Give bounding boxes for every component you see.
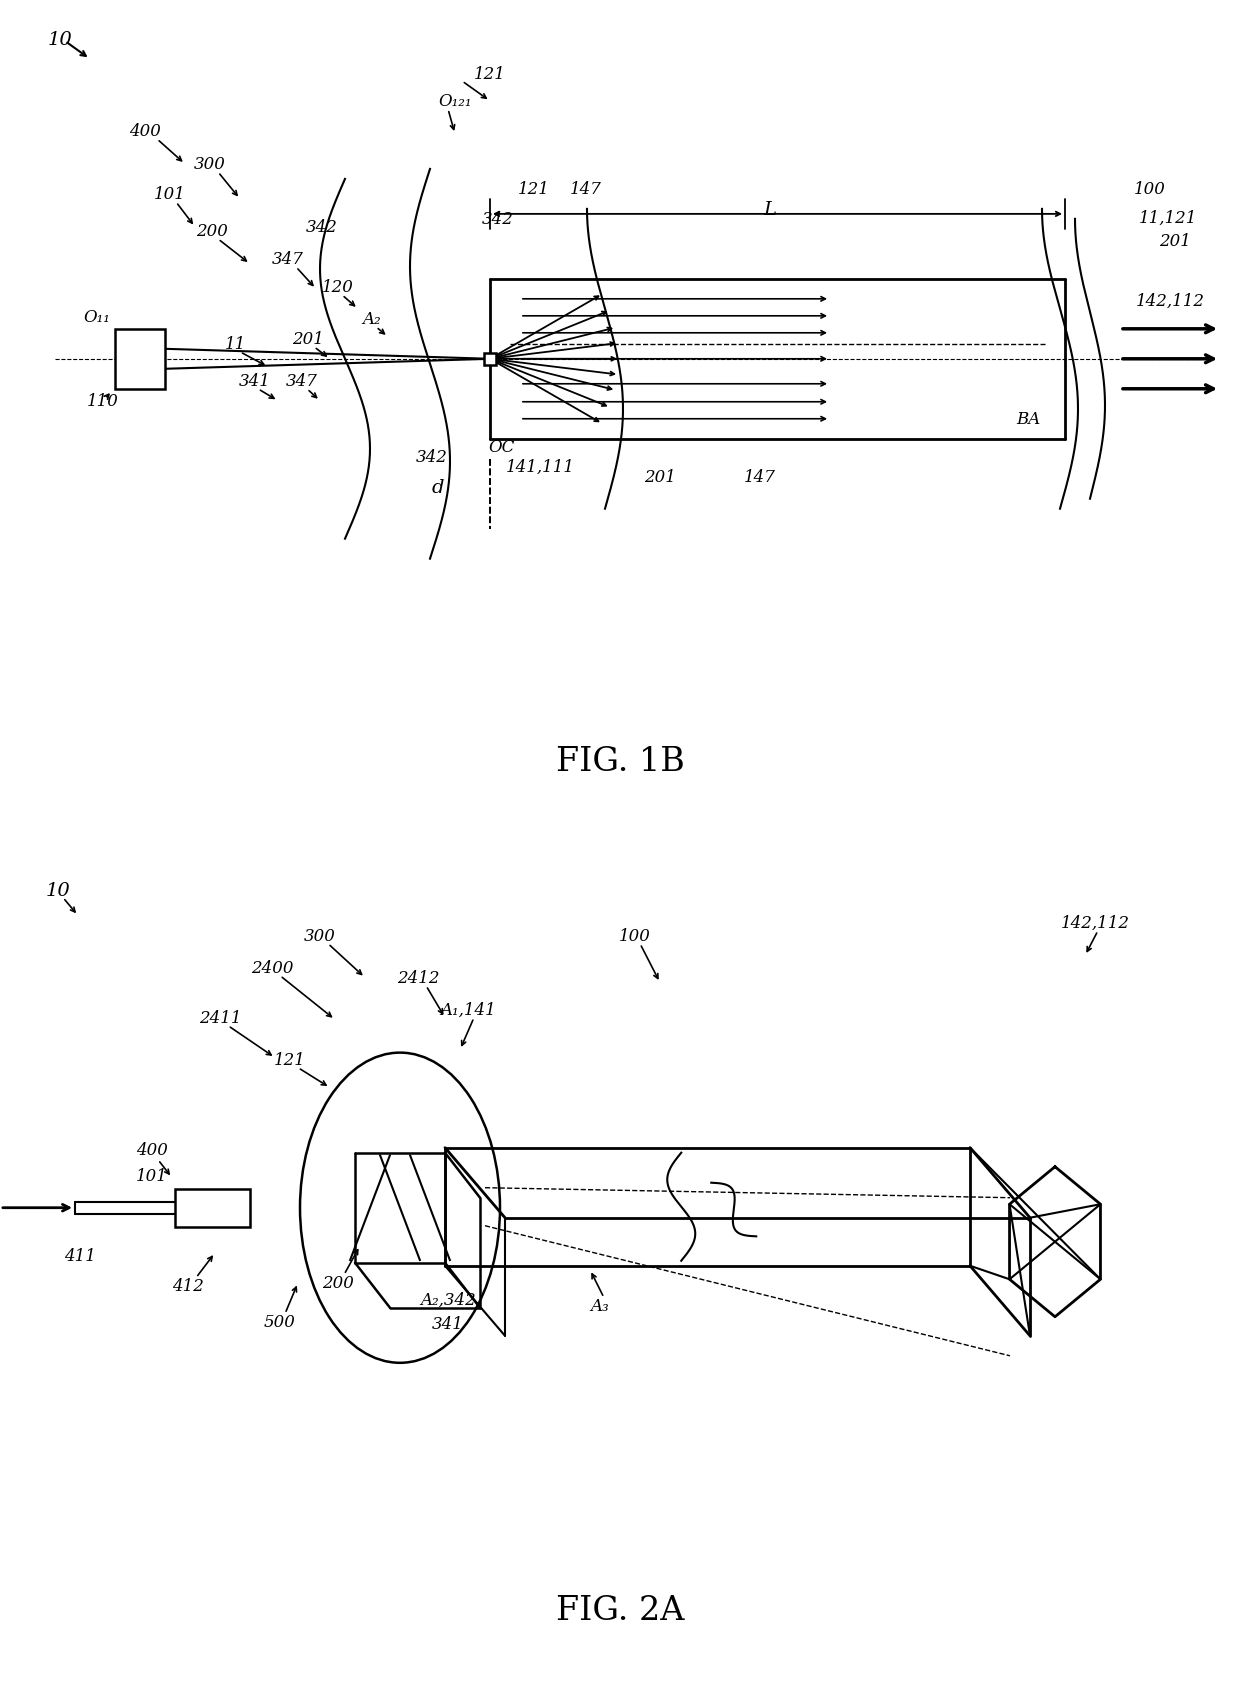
Text: 2412: 2412 [397, 970, 439, 987]
Text: 412: 412 [172, 1277, 203, 1294]
Text: A₂: A₂ [362, 311, 382, 328]
Text: 100: 100 [1135, 182, 1166, 199]
Bar [175, 1189, 250, 1228]
Text: 10: 10 [47, 31, 72, 49]
Ellipse shape [300, 1053, 500, 1363]
Text: 400: 400 [129, 124, 161, 141]
Text: 121: 121 [474, 66, 506, 83]
Text: 10: 10 [46, 881, 71, 898]
Text: 201: 201 [644, 469, 676, 486]
Text: 142,112: 142,112 [1136, 294, 1204, 311]
Text: FIG. 1B: FIG. 1B [556, 745, 684, 778]
Text: 201: 201 [293, 331, 324, 348]
Text: A₃: A₃ [590, 1297, 609, 1314]
Text: FIG. 2A: FIG. 2A [556, 1594, 684, 1627]
Text: O₁₂₁: O₁₂₁ [438, 93, 471, 110]
Text: 342: 342 [417, 448, 448, 465]
Text: 347: 347 [272, 251, 304, 268]
Text: 411: 411 [64, 1248, 95, 1265]
Text: 141,111: 141,111 [506, 458, 574, 475]
Text: 120: 120 [322, 278, 353, 295]
Text: 347: 347 [286, 374, 317, 391]
Text: d: d [432, 479, 444, 496]
Text: 147: 147 [570, 182, 601, 199]
Text: 147: 147 [744, 469, 776, 486]
Text: 142,112: 142,112 [1060, 915, 1130, 932]
Text: 342: 342 [482, 211, 513, 228]
Text: 341: 341 [432, 1316, 464, 1333]
Bar [484, 353, 496, 365]
Text: 200: 200 [322, 1275, 353, 1292]
Text: OC: OC [489, 440, 515, 457]
Text: 400: 400 [136, 1141, 167, 1158]
Text: A₁,141: A₁,141 [440, 1002, 496, 1019]
Text: 300: 300 [304, 927, 336, 944]
Text: 11,121: 11,121 [1138, 209, 1197, 226]
Bar [115, 329, 165, 389]
Text: 2411: 2411 [198, 1010, 242, 1027]
Text: L: L [764, 200, 776, 219]
Text: 121: 121 [274, 1051, 306, 1068]
Text: O₁₁: O₁₁ [83, 309, 110, 326]
Text: 201: 201 [1159, 233, 1190, 250]
Text: 2400: 2400 [250, 959, 293, 976]
Text: 100: 100 [619, 927, 651, 944]
Text: 101: 101 [136, 1168, 167, 1185]
Text: BA: BA [1016, 411, 1040, 428]
Text: 300: 300 [195, 156, 226, 173]
Text: 200: 200 [196, 222, 228, 239]
Text: 101: 101 [154, 187, 186, 204]
Text: 342: 342 [306, 219, 339, 236]
Text: 341: 341 [239, 374, 270, 391]
Text: 110: 110 [87, 392, 119, 409]
Text: 500: 500 [264, 1314, 296, 1331]
Text: A₂,342: A₂,342 [420, 1292, 476, 1309]
Text: 121: 121 [518, 182, 549, 199]
Text: 11: 11 [224, 336, 246, 353]
